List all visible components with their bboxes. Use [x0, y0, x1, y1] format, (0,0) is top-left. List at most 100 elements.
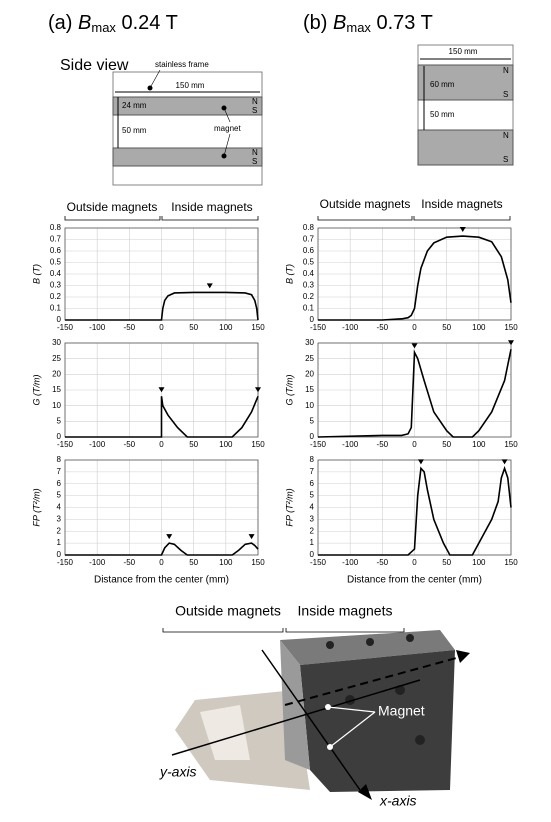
photo-label: x-axis — [379, 793, 417, 809]
label: 150 mm — [176, 81, 205, 90]
y-tick-label: 8 — [57, 455, 62, 464]
x-tick-label: 150 — [504, 558, 518, 567]
x-tick-label: -50 — [124, 323, 136, 332]
photo-label: Magnet — [378, 703, 425, 719]
x-tick-label: 100 — [219, 558, 233, 567]
photo: Outside magnets Inside magnets Magnet y-… — [159, 603, 470, 809]
pole: N — [503, 131, 509, 140]
y-tick-label: 0.3 — [303, 281, 315, 290]
y-tick-label: 4 — [57, 503, 62, 512]
region-label: Inside magnets — [171, 200, 252, 214]
y-tick-label: 0.6 — [303, 246, 315, 255]
label: 50 mm — [122, 126, 147, 135]
pole: S — [503, 90, 508, 99]
y-tick-label: 0.6 — [50, 246, 62, 255]
brace — [162, 628, 405, 633]
magnet-block — [112, 147, 263, 167]
brace — [317, 216, 511, 221]
pole: N — [252, 97, 258, 106]
y-tick-label: 0.1 — [50, 304, 62, 313]
charts: 00.10.20.30.40.50.60.70.8-150 -100 -50 0 50 1… — [31, 223, 518, 586]
subscript: max — [346, 20, 371, 35]
x-tick-label: 100 — [472, 558, 486, 567]
pole: N — [252, 148, 258, 157]
x-tick-label: 50 — [442, 558, 451, 567]
pole: S — [252, 157, 257, 166]
label: magnet — [214, 124, 241, 133]
x-tick-label: -150 — [57, 323, 74, 332]
x-tick-label: -100 — [342, 323, 359, 332]
x-tick-label: -150 — [310, 323, 327, 332]
region-label: Inside magnets — [298, 603, 393, 619]
axis-line — [261, 649, 361, 791]
region-braces — [64, 216, 511, 221]
peak-marker — [255, 387, 261, 393]
x-tick-label: 0 — [412, 440, 417, 449]
y-tick-label: 0.7 — [50, 235, 62, 244]
y-tick-label: 25 — [52, 354, 61, 363]
y-tick-label: 0 — [310, 550, 315, 559]
y-tick-label: 2 — [310, 526, 315, 535]
y-axis-label: G (T/m) — [284, 375, 294, 406]
y-tick-label: 0.3 — [50, 281, 62, 290]
data-line — [65, 542, 259, 556]
data-line — [318, 235, 512, 321]
y-tick-label: 5 — [310, 491, 315, 500]
y-tick-label: 0.5 — [50, 258, 62, 267]
data-line — [318, 465, 512, 556]
pole: S — [252, 106, 257, 115]
x-tick-label: 50 — [442, 323, 451, 332]
y-tick-label: 5 — [57, 416, 62, 425]
y-tick-label: 8 — [310, 455, 315, 464]
photo-animal — [200, 705, 250, 760]
x-tick-label: -150 — [57, 440, 74, 449]
x-tick-label: 0 — [412, 323, 417, 332]
y-tick-label: 4 — [310, 503, 315, 512]
x-tick-label: 0 — [412, 558, 417, 567]
brace — [64, 216, 259, 221]
y-tick-label: 0.5 — [303, 258, 315, 267]
y-tick-label: 15 — [305, 385, 314, 394]
y-tick-label: 30 — [52, 338, 61, 347]
y-tick-label: 20 — [305, 369, 314, 378]
label: 60 mm — [430, 80, 455, 89]
y-tick-label: 5 — [310, 416, 315, 425]
panel-title: (a) Bmax 0.24 T — [48, 12, 178, 35]
x-tick-label: 100 — [219, 323, 233, 332]
y-tick-label: 3 — [310, 514, 315, 523]
y-tick-label: 6 — [57, 479, 62, 488]
y-tick-label: 0 — [57, 550, 62, 559]
symbol: B — [78, 12, 91, 34]
x-tick-label: 150 — [251, 558, 265, 567]
x-tick-label: -50 — [124, 440, 136, 449]
y-tick-label: 20 — [52, 369, 61, 378]
y-tick-label: 0.2 — [303, 292, 315, 301]
peak-marker — [501, 459, 508, 465]
peak-marker — [417, 459, 424, 465]
x-axis-label: Distance from the center (mm) — [347, 575, 482, 586]
x-tick-label: 150 — [504, 440, 518, 449]
x-tick-label: 150 — [504, 323, 518, 332]
x-tick-label: 0 — [159, 440, 164, 449]
x-tick-label: -100 — [89, 323, 106, 332]
leader — [223, 133, 231, 157]
region-label: Outside magnets — [320, 197, 411, 211]
data-line — [65, 395, 259, 438]
plot-frame — [317, 342, 512, 438]
pole: S — [503, 155, 508, 164]
panel-label: (a) — [48, 12, 72, 34]
x-tick-label: -50 — [124, 558, 136, 567]
label: 24 mm — [122, 101, 147, 110]
y-tick-label: 0.4 — [50, 269, 62, 278]
x-axis-label: Distance from the center (mm) — [94, 575, 229, 586]
y-tick-label: 0.2 — [50, 292, 62, 301]
field: 0.73 T — [376, 12, 432, 34]
magnet-block — [417, 129, 514, 166]
x-tick-label: -100 — [89, 440, 106, 449]
label: 150 mm — [449, 47, 478, 56]
leader — [223, 107, 231, 123]
x-tick-label: 50 — [189, 558, 198, 567]
y-tick-label: 0 — [57, 315, 62, 324]
axis-line — [284, 656, 461, 706]
peak-marker — [206, 283, 213, 289]
